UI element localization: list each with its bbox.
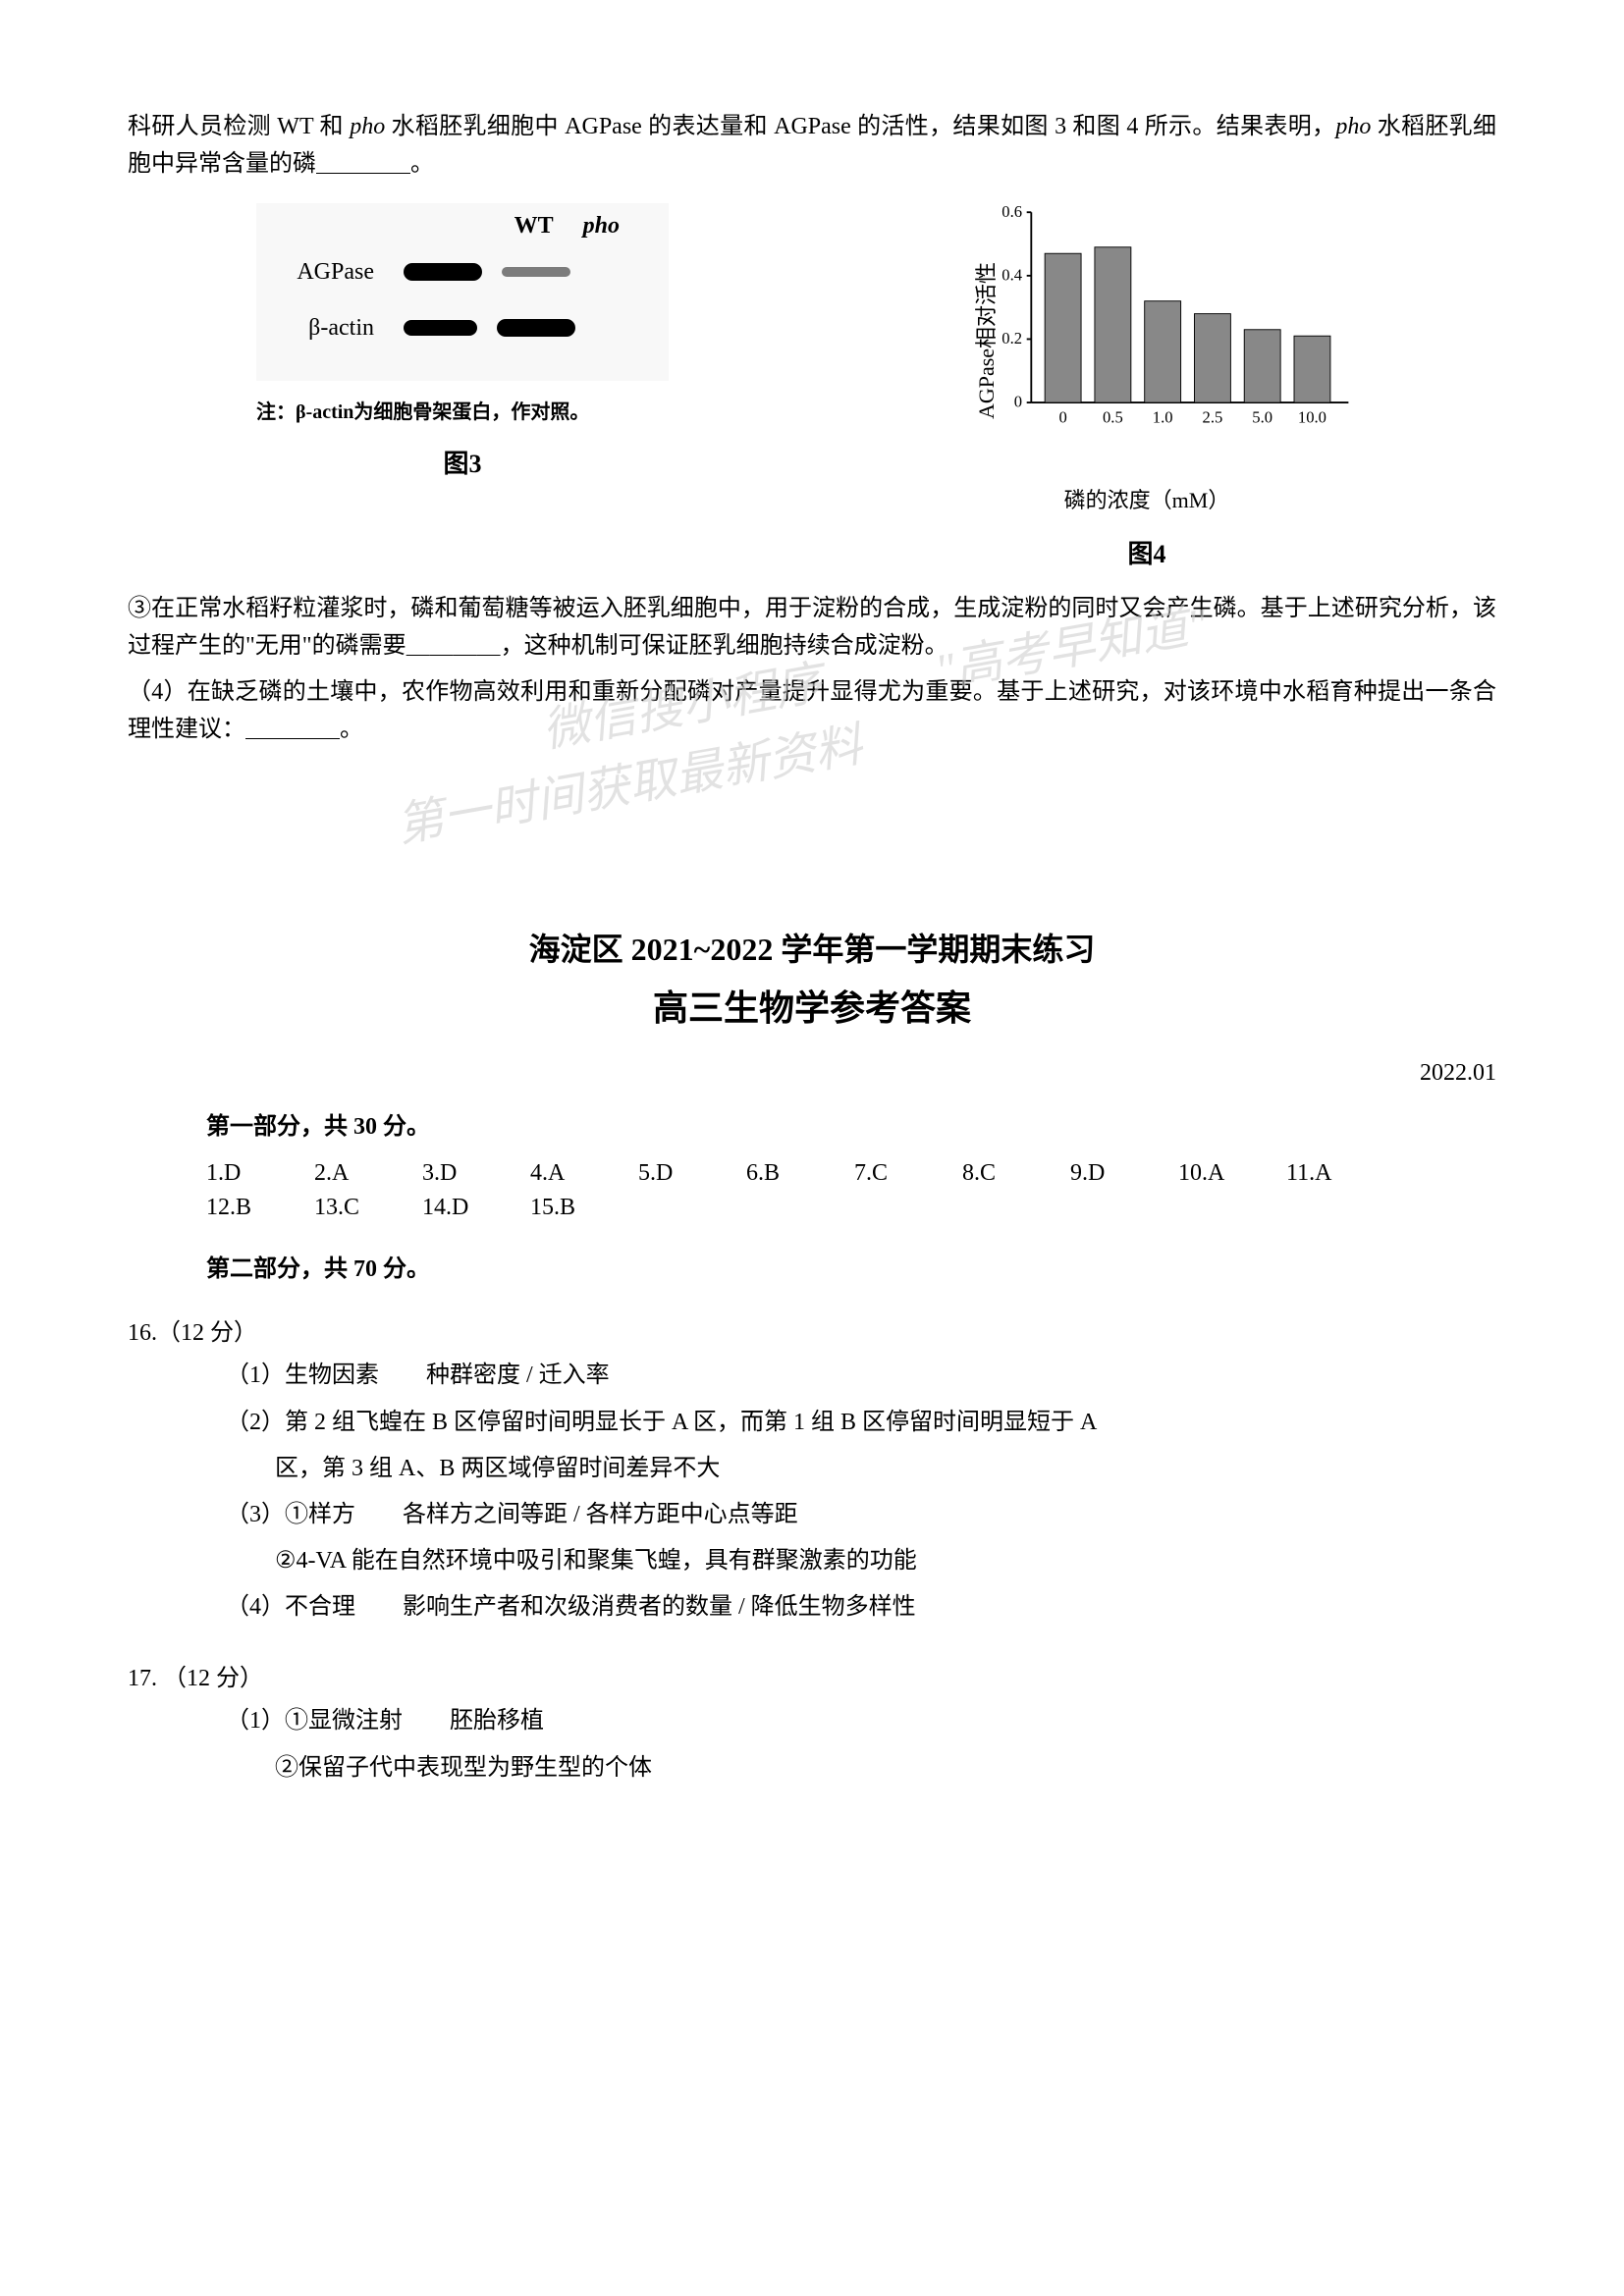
bar-4 [1244,330,1280,402]
question-16: 16.（12 分） （1）生物因素 种群密度 / 迁入率 （2）第 2 组飞蝗在… [128,1312,1496,1629]
chart-svg: 0 0.2 0.4 0.6 0 0.5 1.0 2.5 5.0 10.0 [985,203,1368,439]
wb-label-agpase: AGPase [266,259,394,286]
xlabel-0: 0 [1058,407,1066,426]
bar-0 [1045,253,1081,402]
xlabel-3: 2.5 [1203,407,1223,426]
xlabel-2: 1.0 [1153,407,1173,426]
answer-1: 1.D [206,1160,314,1187]
q17-a1: （1）①显微注射 胚胎移植 [128,1700,1496,1742]
question-17: 17. （12 分） （1）①显微注射 胚胎移植 ②保留子代中表现型为野生型的个… [128,1658,1496,1789]
intro-italic2: pho [1335,114,1371,139]
question-3: ③在正常水稻籽粒灌浆时，磷和葡萄糖等被运入胚乳细胞中，用于淀粉的合成，生成淀粉的… [128,590,1496,666]
q16-a3: （3）①样方 各样方之间等距 / 各样方距中心点等距 [128,1494,1496,1536]
answer-subtitle: 高三生物学参考答案 [128,980,1496,1031]
answer-7: 7.C [854,1160,962,1187]
wb-band-wt-actin [404,320,477,336]
ytick-1: 0.2 [1001,329,1022,347]
intro-mid: 水稻胚乳细胞中 AGPase 的表达量和 AGPase 的活性，结果如图 3 和… [385,114,1335,139]
ytick-0: 0 [1014,392,1022,410]
ytick-2: 0.4 [1001,265,1022,284]
wb-label-actin: β-actin [266,315,394,342]
answer-2: 2.A [314,1160,422,1187]
q16-a3b: ②4-VA 能在自然环境中吸引和聚集飞蝗，具有群聚激素的功能 [128,1540,1496,1582]
q16-a4: （4）不合理 影响生产者和次级消费者的数量 / 降低生物多样性 [128,1586,1496,1629]
figure4-caption: 图4 [926,534,1368,570]
answer-4: 4.A [530,1160,638,1187]
figure3-caption: 图3 [256,444,669,480]
answer-5: 5.D [638,1160,746,1187]
ytick-3: 0.6 [1001,203,1022,221]
x-axis-label: 磷的浓度（mM） [926,483,1368,514]
answer-11: 11.A [1286,1160,1394,1187]
figure-3: WT pho AGPase β-actin 注：β-actin为细胞骨架蛋白，作… [256,203,669,480]
q17-a1b: ②保留子代中表现型为野生型的个体 [128,1747,1496,1789]
bar-3 [1194,313,1230,401]
answer-6: 6.B [746,1160,854,1187]
figures-container: WT pho AGPase β-actin 注：β-actin为细胞骨架蛋白，作… [128,203,1496,570]
answer-15: 15.B [530,1195,638,1221]
answer-12: 12.B [206,1195,314,1221]
q16-a1: （1）生物因素 种群密度 / 迁入率 [128,1355,1496,1397]
question-4: （4）在缺乏磷的土壤中，农作物高效利用和重新分配磷对产量提升显得尤为重要。基于上… [128,673,1496,749]
wb-header-wt: WT [514,213,554,240]
western-blot: WT pho AGPase β-actin [256,203,669,381]
wb-header: WT pho [266,213,659,240]
answer-10: 10.A [1178,1160,1286,1187]
answer-9: 9.D [1070,1160,1178,1187]
intro-italic1: pho [350,114,385,139]
answer-date: 2022.01 [128,1060,1496,1087]
figure-4: AGPase相对活性 0 0.2 0.4 0.6 0 0.5 1.0 2.5 5.0 10… [926,203,1368,570]
y-axis-label: AGPase相对活性 [969,262,1001,419]
part1-header: 第一部分，共 30 分。 [128,1106,1496,1141]
xlabel-1: 0.5 [1103,407,1123,426]
bar-chart: AGPase相对活性 0 0.2 0.4 0.6 0 0.5 1.0 2.5 5.0 10… [926,203,1368,478]
intro-prefix: 科研人员检测 WT 和 [128,114,350,139]
q17-header: 17. （12 分） [128,1658,1496,1692]
answer-8: 8.C [962,1160,1070,1187]
wb-band-pho-agpase [502,267,570,277]
answer-grid: 1.D2.A3.D4.A5.D6.B7.C8.C9.D10.A11.A12.B1… [128,1160,1496,1229]
q16-header: 16.（12 分） [128,1312,1496,1347]
wb-band-pho-actin [497,319,575,337]
wb-note: 注：β-actin为细胞骨架蛋白，作对照。 [256,396,669,424]
q16-a2: （2）第 2 组飞蝗在 B 区停留时间明显长于 A 区，而第 1 组 B 区停留… [128,1402,1496,1444]
bar-5 [1294,336,1330,402]
answer-title: 海淀区 2021~2022 学年第一学期期末练习 [128,925,1496,970]
bar-1 [1095,247,1131,402]
xlabel-4: 5.0 [1252,407,1272,426]
intro-paragraph: 科研人员检测 WT 和 pho 水稻胚乳细胞中 AGPase 的表达量和 AGP… [128,108,1496,184]
answer-3: 3.D [422,1160,530,1187]
answer-13: 13.C [314,1195,422,1221]
wb-row-actin: β-actin [266,315,659,342]
wb-row-agpase: AGPase [266,259,659,286]
q16-a2b: 区，第 3 组 A、B 两区域停留时间差异不大 [128,1448,1496,1490]
xlabel-5: 10.0 [1298,407,1326,426]
answer-14: 14.D [422,1195,530,1221]
wb-header-pho: pho [583,213,620,240]
bar-2 [1145,300,1181,401]
part2-header: 第二部分，共 70 分。 [128,1249,1496,1283]
wb-band-wt-agpase [404,263,482,281]
